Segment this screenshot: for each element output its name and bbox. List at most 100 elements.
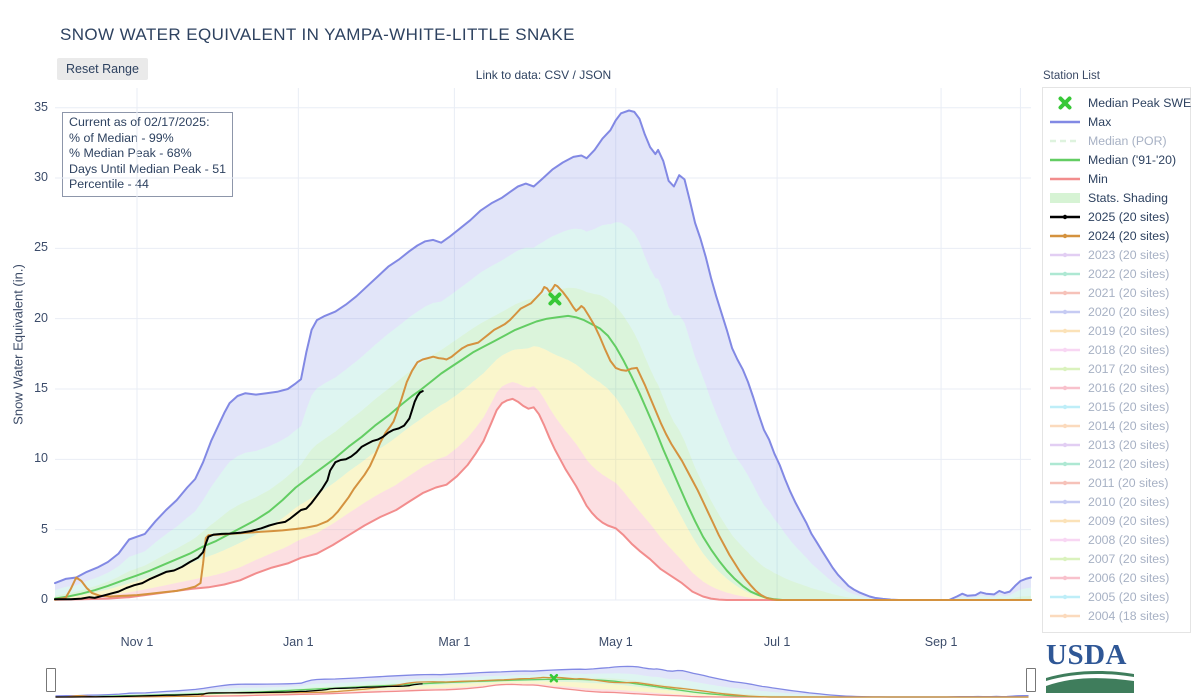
legend-item-label: Median ('91-'20) <box>1088 152 1177 167</box>
shading-swatch-icon <box>1050 192 1080 203</box>
legend-item[interactable]: 2006 (20 sites) <box>1043 568 1190 587</box>
range-slider-left-handle[interactable] <box>46 668 56 692</box>
station-list-link[interactable]: Station List <box>1043 70 1100 82</box>
legend-item[interactable]: Min <box>1043 169 1190 188</box>
usda-logo-text: USDA <box>1046 639 1127 671</box>
legend-item-label: 2011 (20 sites) <box>1088 475 1169 490</box>
annotation-line: Current as of 02/17/2025: <box>69 115 210 129</box>
legend-item-label: 2004 (18 sites) <box>1088 608 1170 623</box>
line-swatch-icon <box>1050 309 1080 314</box>
legend-item[interactable]: Median Peak SWE <box>1043 93 1192 112</box>
legend-item[interactable]: 2023 (20 sites) <box>1043 245 1190 264</box>
legend-item[interactable]: 2004 (18 sites) <box>1043 606 1190 625</box>
legend-item[interactable]: 2021 (20 sites) <box>1043 283 1190 302</box>
legend-item[interactable]: 2022 (20 sites) <box>1043 264 1190 283</box>
legend-item[interactable]: 2014 (20 sites) <box>1043 416 1190 435</box>
legend-item[interactable]: 2008 (20 sites) <box>1043 530 1190 549</box>
y-tick: 0 <box>41 592 48 606</box>
line-swatch-icon <box>1050 385 1080 390</box>
legend-item-label: 2012 (20 sites) <box>1088 456 1170 471</box>
legend-item-label: 2020 (20 sites) <box>1088 304 1170 319</box>
legend-item-label: 2017 (20 sites) <box>1088 361 1170 376</box>
legend-item-label: Max <box>1088 114 1112 129</box>
line-swatch-icon <box>1050 461 1080 466</box>
legend-item-label: 2025 (20 sites) <box>1088 209 1170 224</box>
link-to-data-label: Link to data: <box>475 68 545 82</box>
annotation-line: Days Until Median Peak - 51 <box>69 161 227 176</box>
legend-item-label: 2010 (20 sites) <box>1088 494 1170 509</box>
legend-item[interactable]: 2016 (20 sites) <box>1043 378 1190 397</box>
plot-area[interactable] <box>0 0 1200 657</box>
page-title: SNOW WATER EQUIVALENT IN YAMPA-WHITE-LIT… <box>60 25 575 44</box>
legend-item[interactable]: Max <box>1043 112 1190 131</box>
annotation-line: Percentile - 44 <box>69 177 149 192</box>
range-slider[interactable] <box>0 657 1200 700</box>
legend-item-label: 2007 (20 sites) <box>1088 551 1170 566</box>
legend-item-label: 2021 (20 sites) <box>1088 285 1170 300</box>
line-swatch-icon <box>1050 499 1080 504</box>
legend-item[interactable]: 2019 (20 sites) <box>1043 321 1190 340</box>
legend-item[interactable]: 2005 (20 sites) <box>1043 587 1190 606</box>
line-swatch-icon <box>1050 480 1080 485</box>
legend-item[interactable]: Stats. Shading <box>1043 188 1190 207</box>
x-marker-icon <box>1058 96 1072 109</box>
json-link[interactable]: JSON <box>579 68 612 82</box>
legend-item[interactable]: 2020 (20 sites) <box>1043 302 1190 321</box>
y-tick: 20 <box>34 310 48 325</box>
y-tick: 10 <box>34 451 48 466</box>
y-tick: 25 <box>34 240 48 255</box>
line-swatch-icon <box>1050 575 1080 580</box>
range-slider-right-handle[interactable] <box>1026 668 1036 692</box>
legend-item[interactable]: 2025 (20 sites) <box>1043 207 1190 226</box>
legend-item-label: 2013 (20 sites) <box>1088 437 1170 452</box>
legend-item[interactable]: 2017 (20 sites) <box>1043 359 1190 378</box>
legend-item[interactable]: 2009 (20 sites) <box>1043 511 1190 530</box>
legend-item-label: 2016 (20 sites) <box>1088 380 1170 395</box>
y-tick: 35 <box>34 99 48 114</box>
legend-item[interactable]: 2024 (20 sites) <box>1043 226 1190 245</box>
x-tick: May 1 <box>598 635 633 649</box>
legend-item-label: 2015 (20 sites) <box>1088 399 1170 414</box>
line-swatch-icon <box>1050 290 1080 295</box>
legend-item[interactable]: Median ('91-'20) <box>1043 150 1190 169</box>
line-swatch-icon <box>1050 252 1080 257</box>
reset-range-button[interactable]: Reset Range <box>57 58 148 80</box>
legend-item[interactable]: Median (POR) <box>1043 131 1190 150</box>
legend-item-label: Median Peak SWE <box>1088 95 1192 110</box>
legend-item-label: 2018 (20 sites) <box>1088 342 1170 357</box>
legend-item-label: 2008 (20 sites) <box>1088 532 1170 547</box>
line-swatch-icon <box>1050 271 1080 276</box>
x-tick: Nov 1 <box>120 635 154 649</box>
legend-item[interactable]: 2007 (20 sites) <box>1043 549 1190 568</box>
annotation-line: % of Median - 99% <box>69 130 174 145</box>
line-swatch-icon <box>1050 613 1080 618</box>
annotation-line: % Median Peak - 68% <box>69 146 192 161</box>
line-swatch-icon <box>1050 442 1080 447</box>
line-swatch-icon <box>1050 537 1080 542</box>
current-conditions-annotation: Current as of 02/17/2025: % of Median - … <box>62 112 234 197</box>
line-swatch-icon <box>1050 366 1080 371</box>
legend-item-label: 2006 (20 sites) <box>1088 570 1170 585</box>
line-swatch-icon <box>1050 214 1080 219</box>
legend-item-label: 2014 (20 sites) <box>1088 418 1170 433</box>
line-swatch-icon <box>1050 120 1080 123</box>
line-swatch-icon <box>1050 594 1080 599</box>
legend-item[interactable]: 2011 (20 sites) <box>1043 473 1190 492</box>
legend-item[interactable]: 2012 (20 sites) <box>1043 454 1190 473</box>
link-separator: / <box>569 68 580 82</box>
legend: Median Peak SWE Max Median (POR) Median ('9… <box>1042 87 1191 633</box>
y-tick: 15 <box>34 381 48 395</box>
y-tick: 5 <box>41 521 48 536</box>
csv-link[interactable]: CSV <box>544 68 570 82</box>
legend-item[interactable]: 2018 (20 sites) <box>1043 340 1190 359</box>
legend-item[interactable]: 2015 (20 sites) <box>1043 397 1190 416</box>
line-swatch-icon <box>1050 139 1080 142</box>
legend-item[interactable]: 2013 (20 sites) <box>1043 435 1190 454</box>
legend-item-label: Median (POR) <box>1088 133 1167 148</box>
legend-item-label: 2019 (20 sites) <box>1088 323 1170 338</box>
usda-logo-field-icon <box>1046 670 1134 693</box>
legend-item[interactable]: 2010 (20 sites) <box>1043 492 1190 511</box>
line-swatch-icon <box>1050 158 1080 161</box>
legend-item-label: 2022 (20 sites) <box>1088 266 1170 281</box>
data-links: Link to data: CSV / JSON <box>55 68 1032 82</box>
